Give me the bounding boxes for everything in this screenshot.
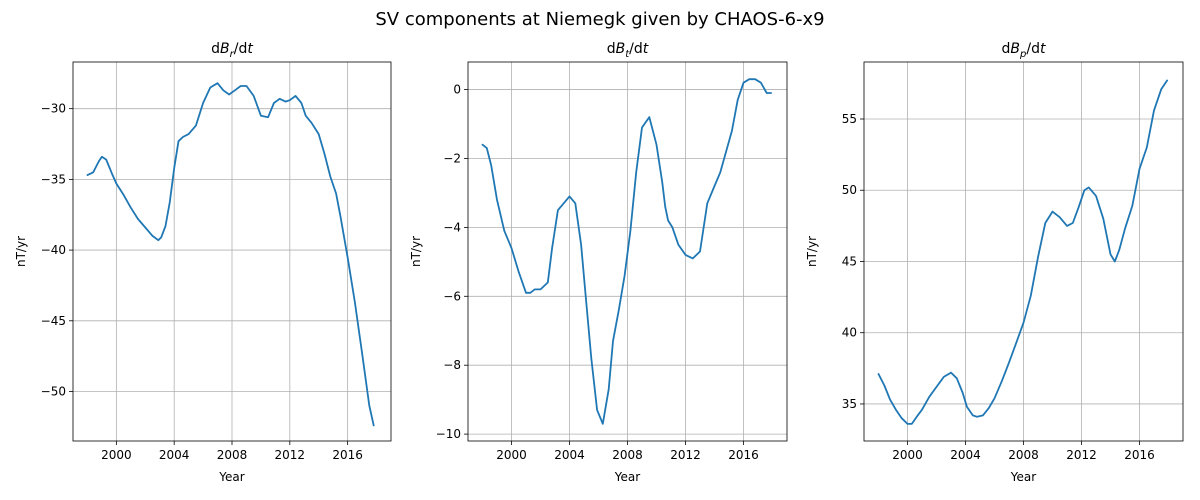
x-tick-label: 2008 (612, 448, 643, 462)
series-line-dbp (877, 79, 1168, 425)
x-tick-label: 2000 (101, 448, 132, 462)
y-tick-label: −10 (436, 427, 461, 441)
x-tick-label: 2008 (1008, 448, 1039, 462)
figure-title: SV components at Niemegk given by CHAOS-… (375, 9, 824, 30)
y-tick-label: 55 (842, 112, 857, 126)
y-tick-label: −50 (41, 385, 66, 399)
x-tick-label: 2016 (1124, 448, 1155, 462)
y-tick-label: −35 (41, 172, 66, 186)
y-tick-label: −8 (443, 358, 461, 372)
y-axis-label: nT/yr (14, 236, 28, 267)
y-tick-label: 0 (453, 83, 461, 97)
series-line-dbt (481, 78, 772, 425)
y-tick-label: −45 (41, 314, 66, 328)
x-tick-label: 2012 (670, 448, 701, 462)
x-tick-label: 2012 (275, 448, 306, 462)
y-tick-label: −30 (41, 102, 66, 116)
x-axis-label: Year (1010, 470, 1036, 484)
x-tick-label: 2016 (728, 448, 759, 462)
x-tick-label: 2016 (332, 448, 363, 462)
x-axis-label: Year (218, 470, 244, 484)
y-tick-label: −2 (443, 151, 461, 165)
y-tick-label: 40 (842, 326, 857, 340)
x-axis-label: Year (614, 470, 640, 484)
y-tick-label: −6 (443, 289, 461, 303)
x-tick-label: 2008 (217, 448, 248, 462)
x-tick-label: 2004 (554, 448, 585, 462)
subplot-title: dBt/dt (607, 41, 649, 60)
chart-panel-dbr: 2000 2004 2008 2012 2016 −50 −45 −40 −35 −30 Year n… (14, 41, 392, 484)
x-tick-label: 2012 (1066, 448, 1097, 462)
y-tick-label: −40 (41, 243, 66, 257)
subplot-title: dBp/dt (1002, 41, 1046, 60)
y-tick-label: −4 (443, 220, 461, 234)
x-tick-label: 2000 (496, 448, 527, 462)
subplot-title: dBr/dt (211, 41, 253, 60)
y-axis-label: nT/yr (409, 236, 423, 267)
x-tick-label: 2004 (159, 448, 190, 462)
chart-panel-dbp: 2000 2004 2008 2012 2016 35 40 45 50 55 Year nT/yr d… (805, 41, 1184, 484)
x-tick-label: 2004 (950, 448, 981, 462)
x-tick-label: 2000 (892, 448, 923, 462)
y-tick-label: 35 (842, 397, 857, 411)
chart-panel-dbt: 2000 2004 2008 2012 2016 −10 −8 −6 −4 −2 0 Year nT/y… (409, 41, 788, 484)
y-axis-label: nT/yr (805, 236, 819, 267)
series-line-dbr (86, 82, 375, 427)
y-tick-label: 45 (842, 254, 857, 268)
y-tick-label: 50 (842, 183, 857, 197)
